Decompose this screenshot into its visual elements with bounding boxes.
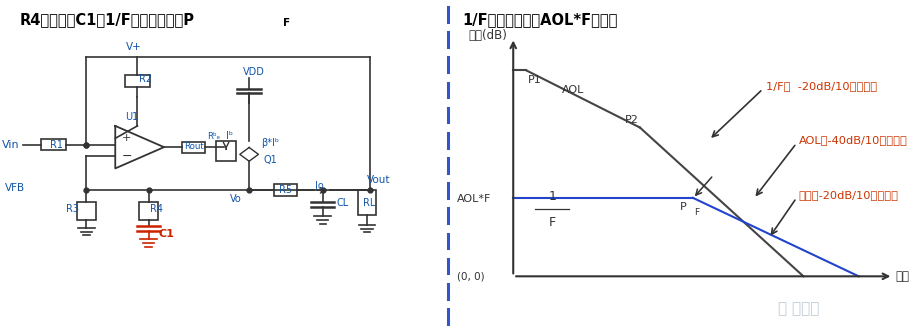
Bar xyxy=(274,184,297,196)
Text: V+: V+ xyxy=(126,42,142,52)
Text: Vin: Vin xyxy=(2,140,20,149)
Text: Iᵇ: Iᵇ xyxy=(226,131,233,141)
Text: AOL: AOL xyxy=(561,85,584,95)
Text: Vo: Vo xyxy=(229,194,241,204)
Text: 1/F：  -20dB/10倍频衰减: 1/F： -20dB/10倍频衰减 xyxy=(766,81,877,91)
Text: 交点：-20dB/10倍频衰减: 交点：-20dB/10倍频衰减 xyxy=(799,190,898,199)
Text: 1: 1 xyxy=(548,190,557,203)
Text: (0, 0): (0, 0) xyxy=(457,271,484,281)
Text: AOL：-40dB/10倍频衰减: AOL：-40dB/10倍频衰减 xyxy=(799,135,908,145)
Text: P1: P1 xyxy=(528,75,542,85)
Text: R2: R2 xyxy=(139,74,153,84)
Text: Rout: Rout xyxy=(185,142,204,151)
Text: 频率: 频率 xyxy=(896,270,909,283)
Text: Io: Io xyxy=(314,181,324,191)
Text: P: P xyxy=(680,202,686,212)
Text: VFB: VFB xyxy=(5,183,25,193)
Text: AOL*F: AOL*F xyxy=(457,195,492,204)
Text: 1/F曲线修正后的AOL*F波特图: 1/F曲线修正后的AOL*F波特图 xyxy=(462,12,618,27)
Text: RL: RL xyxy=(363,198,375,208)
Bar xyxy=(217,141,236,161)
Bar xyxy=(182,142,205,153)
Text: −: − xyxy=(122,150,133,163)
Text: +: + xyxy=(122,133,132,143)
Text: C1: C1 xyxy=(159,229,175,239)
Text: β*Iᵇ: β*Iᵇ xyxy=(260,138,279,148)
Text: F: F xyxy=(548,216,556,230)
Text: CL: CL xyxy=(336,198,348,208)
Text: Ⓒ 日月辰: Ⓒ 日月辰 xyxy=(778,301,820,317)
Text: 增益(dB): 增益(dB) xyxy=(468,29,507,42)
Text: U1: U1 xyxy=(125,112,138,122)
Text: F: F xyxy=(694,208,699,217)
Bar xyxy=(125,75,150,87)
Text: Q1: Q1 xyxy=(264,155,278,164)
Text: R3: R3 xyxy=(66,204,79,214)
Text: Rᵇₑ: Rᵇₑ xyxy=(207,131,220,141)
Bar xyxy=(41,139,67,150)
Text: R1: R1 xyxy=(49,140,63,149)
Text: Vout: Vout xyxy=(367,175,390,185)
Text: R5: R5 xyxy=(280,185,292,195)
Bar xyxy=(139,202,158,220)
Text: P2: P2 xyxy=(624,115,639,125)
Text: VDD: VDD xyxy=(243,67,265,77)
Text: F: F xyxy=(282,18,290,28)
Bar xyxy=(77,202,96,220)
Bar xyxy=(358,190,376,215)
Text: R4: R4 xyxy=(150,204,163,214)
Text: R4并联电容C1，1/F曲线产生极点P: R4并联电容C1，1/F曲线产生极点P xyxy=(20,12,195,27)
